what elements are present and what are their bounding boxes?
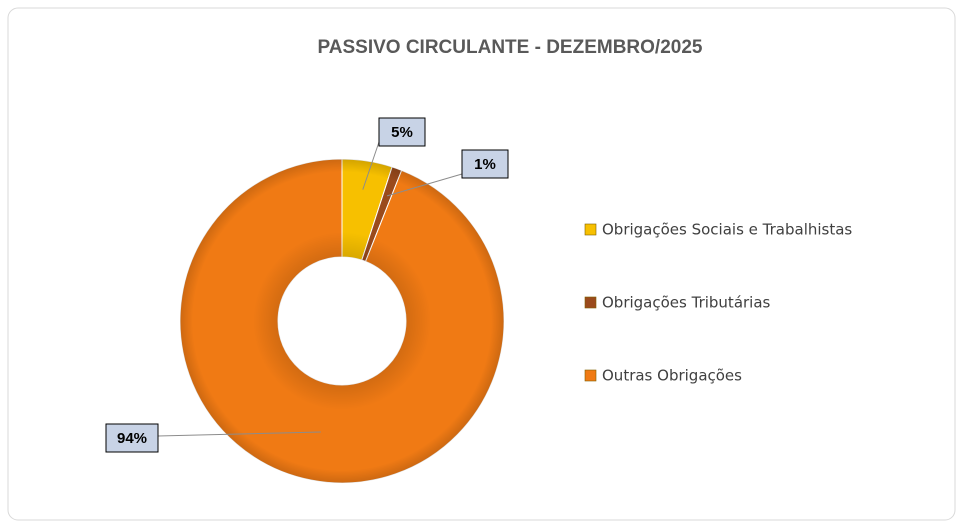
data-label: 1% (474, 156, 496, 173)
chart-title: PASSIVO CIRCULANTE - DEZEMBRO/2025 (318, 37, 703, 58)
data-label-box (105, 423, 159, 453)
legend-swatch (584, 369, 597, 382)
data-label-box (378, 117, 426, 147)
legend-label: Obrigações Tributárias (602, 294, 771, 312)
legend-swatch (584, 223, 597, 236)
data-label: 5% (391, 124, 413, 141)
donut-hole (278, 257, 406, 385)
leader-line (386, 173, 463, 197)
legend-label: Outras Obrigações (602, 367, 742, 385)
legend-swatch (584, 296, 597, 309)
data-label: 94% (117, 430, 147, 447)
data-label-box (461, 149, 509, 179)
leader-line (157, 431, 321, 437)
leader-line (362, 141, 380, 190)
legend-label: Obrigações Sociais e Trabalhistas (602, 221, 852, 239)
